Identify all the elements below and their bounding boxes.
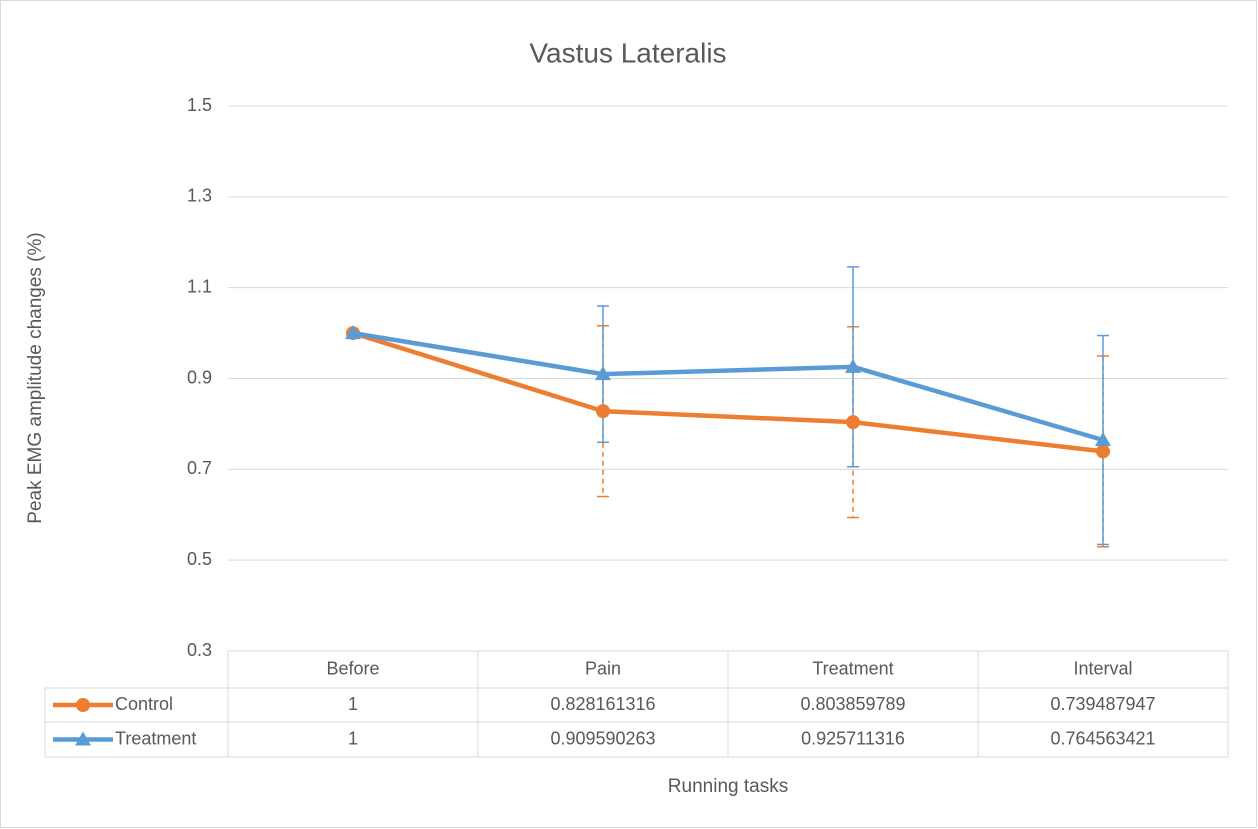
table-value: 1 <box>348 694 358 714</box>
table-value: 0.764563421 <box>1050 728 1155 748</box>
x-tick-label: Before <box>326 658 379 678</box>
legend-label: Control <box>115 694 173 714</box>
data-point <box>846 415 860 430</box>
y-tick-label: 0.9 <box>187 367 212 387</box>
table-value: 0.909590263 <box>550 728 655 748</box>
legend-marker <box>76 698 90 712</box>
data-point <box>345 325 361 340</box>
chart-title: Vastus Lateralis <box>529 37 726 68</box>
x-axis-title: Running tasks <box>668 776 788 797</box>
table-value: 1 <box>348 728 358 748</box>
series-line <box>352 330 1104 443</box>
table-value: 0.828161316 <box>550 694 655 714</box>
data-point <box>1095 432 1111 447</box>
data-point <box>595 366 611 381</box>
legend-label: Treatment <box>115 728 196 748</box>
y-tick-label: 0.3 <box>187 640 212 660</box>
legend-marker <box>75 731 91 746</box>
y-tick-label: 1.1 <box>187 276 212 296</box>
y-tick-label: 1.5 <box>187 95 212 115</box>
table-value: 0.739487947 <box>1050 694 1155 714</box>
x-tick-label: Interval <box>1073 658 1132 678</box>
data-point <box>1096 444 1110 459</box>
x-tick-label: Treatment <box>812 658 893 678</box>
y-tick-label: 1.3 <box>187 186 212 206</box>
table-value: 0.925711316 <box>801 728 905 748</box>
y-tick-label: 0.5 <box>187 549 212 569</box>
y-tick-label: 0.7 <box>187 458 212 478</box>
x-tick-label: Pain <box>585 658 621 678</box>
series-line <box>352 330 1104 454</box>
data-point <box>596 404 610 419</box>
data-point <box>845 358 861 373</box>
table-value: 0.803859789 <box>800 694 905 714</box>
y-axis-title: Peak EMG amplitude changes (%) <box>25 232 46 523</box>
